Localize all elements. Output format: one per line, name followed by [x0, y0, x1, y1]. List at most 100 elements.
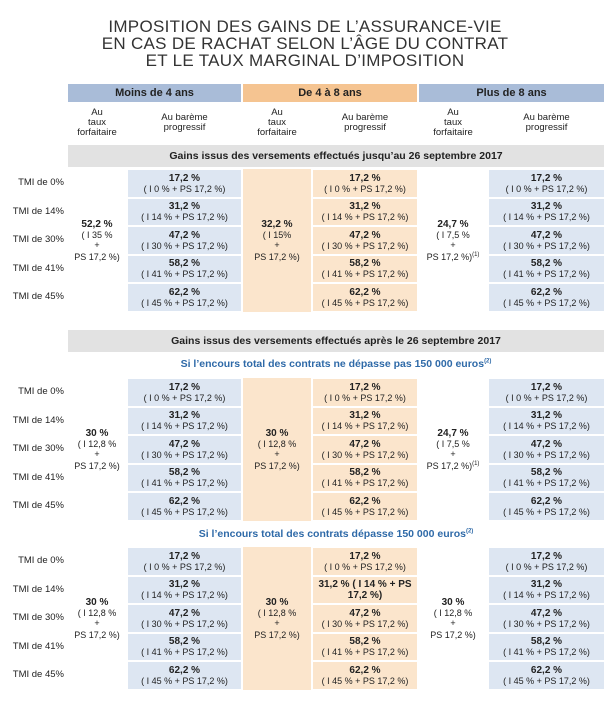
progressif-rate: 17,2 % — [530, 381, 563, 393]
forfait-detail: ( I 12,8 % — [77, 607, 117, 618]
progressif-detail: ( I 45 % + PS 17,2 %) — [503, 506, 590, 517]
progressif-rate: 31,2 % — [530, 579, 563, 591]
progressif-detail: ( I 30 % + PS 17,2 %) — [321, 618, 409, 629]
footnote-mark: (1) — [472, 460, 480, 467]
progressif-cell: 31,2 %( I 14 % + PS 17,2 %) — [313, 198, 417, 225]
progressif-detail: ( I 14 % + PS 17,2 %) — [503, 212, 590, 223]
progressif-rate: 58,2 % — [168, 258, 201, 270]
tmi-label: TMI de 14% — [12, 414, 64, 426]
progressif-cell: 62,2 %( I 45 % + PS 17,2 %) — [489, 493, 604, 520]
progressif-detail: ( I 0 % + PS 17,2 %) — [505, 561, 588, 572]
progressif-cell: 58,2 %( I 41 % + PS 17,2 %) — [313, 255, 417, 282]
progressif-rate: 62,2 % — [530, 664, 563, 676]
progressif-detail: ( I 45 % + PS 17,2 %) — [141, 675, 228, 686]
section-heading-after-2017: Gains issus des versements effectués apr… — [68, 330, 604, 352]
progressif-rate: 47,2 % — [349, 438, 381, 450]
progressif-rate: 17,2 % — [168, 172, 201, 184]
progressif-cell: 62,2 %( I 45 % + PS 17,2 %) — [313, 284, 417, 311]
col-header-forf-line: Au — [271, 107, 283, 118]
progressif-detail: ( I 30 % + PS 17,2 %) — [503, 449, 590, 460]
progressif-cell: 17,2 %( I 0 % + PS 17,2 %) — [489, 170, 604, 197]
tmi-label: TMI de 0% — [18, 555, 64, 566]
forfait-cell: 30 %( I 12,8 % + PS 17,2 %) — [243, 378, 311, 521]
progressif-detail: ( I 41 % + PS 17,2 %) — [503, 269, 590, 280]
forfait-detail: PS 17,2 %) — [426, 251, 473, 262]
progressif-detail: ( I 0 % + PS 17,2 %) — [324, 561, 406, 572]
forfait-detail: ( I 35 % — [81, 229, 113, 240]
progressif-cell: 31,2 % ( I 14 % + PS 17,2 %) — [313, 576, 417, 603]
forfait-detail: ( I 12,8 % — [257, 438, 297, 449]
progressif-rate: 17,2 % — [168, 381, 201, 393]
forfait-detail: + — [274, 448, 280, 459]
forfait-detail: ( I 15% — [262, 229, 292, 240]
progressif-detail: ( I 30 % + PS 17,2 %) — [503, 618, 590, 629]
progressif-detail: ( I 30 % + PS 17,2 %) — [141, 240, 228, 251]
progressif-rate: 17,2 % — [530, 550, 563, 562]
progressif-cell: 17,2 %( I 0 % + PS 17,2 %) — [489, 379, 604, 406]
progressif-detail: ( I 41 % + PS 17,2 %) — [321, 647, 409, 658]
forfait-cell: 30 %( I 12,8 % + PS 17,2 %) — [243, 547, 311, 690]
progressif-rate: 58,2 % — [530, 258, 563, 270]
forfait-cell: 30 %( I 12,8 % + PS 17,2 %) — [68, 547, 126, 690]
forfait-rate: 30 % — [441, 596, 465, 608]
progressif-rate: 17,2 % — [349, 381, 381, 393]
col-header-forf-line: forfaitaire — [257, 127, 297, 138]
progressif-detail: ( I 30 % + PS 17,2 %) — [321, 240, 409, 251]
forfait-detail: ( I 7,5 % — [436, 229, 470, 240]
progressif-detail: ( I 0 % + PS 17,2 %) — [143, 183, 226, 194]
col-header-prog-line: progressif — [525, 122, 568, 133]
progressif-detail: ( I 14 % + PS 17,2 %) — [141, 590, 228, 601]
progressif-rate: 58,2 % — [168, 636, 201, 648]
progressif-cell: 31,2 %( I 14 % + PS 17,2 %) — [128, 576, 241, 603]
forfait-detail: + — [94, 239, 100, 250]
progressif-rate: 62,2 % — [349, 495, 381, 507]
forfait-detail: PS 17,2 %) — [254, 629, 300, 640]
progressif-cell: 62,2 %( I 45 % + PS 17,2 %) — [489, 284, 604, 311]
progressif-cell: 62,2 %( I 45 % + PS 17,2 %) — [313, 662, 417, 689]
forfait-rate: 30 % — [85, 427, 109, 439]
progressif-rate: 58,2 % — [530, 636, 563, 648]
progressif-cell: 62,2 %( I 45 % + PS 17,2 %) — [128, 493, 241, 520]
col-header-prog-line: Au barème — [341, 112, 389, 123]
col-header-progressif: Au barème progressif — [128, 104, 241, 142]
tmi-label: TMI de 41% — [12, 471, 64, 483]
forfait-detail-line: PS 17,2 %) — [430, 628, 476, 640]
progressif-cell: 58,2 %( I 41 % + PS 17,2 %) — [128, 255, 241, 282]
forfait-rate: 32,2 % — [261, 218, 293, 230]
progressif-cell: 31,2 %( I 14 % + PS 17,2 %) — [128, 407, 241, 434]
progressif-cell: 47,2 %( I 30 % + PS 17,2 %) — [128, 436, 241, 463]
progressif-detail: ( I 41 % + PS 17,2 %) — [321, 478, 409, 489]
progressif-cell: 17,2 %( I 0 % + PS 17,2 %) — [313, 548, 417, 575]
progressif-cell: 17,2 %( I 0 % + PS 17,2 %) — [128, 379, 241, 406]
progressif-rate: 31,2 % — [168, 201, 201, 213]
forfait-detail-line: PS 17,2 %) — [254, 628, 300, 640]
progressif-detail: ( I 45 % + PS 17,2 %) — [141, 297, 228, 308]
footnote-mark: (1) — [472, 251, 480, 258]
progressif-rate: 31,2 % — [168, 410, 201, 422]
tmi-label: TMI de 30% — [12, 234, 64, 245]
col-header-forfaitaire: Au taux forfaitaire — [68, 104, 126, 142]
forfait-cell: 32,2 %( I 15% + PS 17,2 %) — [243, 169, 311, 312]
progressif-detail: ( I 45 % + PS 17,2 %) — [503, 297, 590, 308]
progressif-cell: 58,2 %( I 41 % + PS 17,2 %) — [489, 633, 604, 660]
progressif-detail: ( I 45 % + PS 17,2 %) — [321, 506, 409, 517]
progressif-cell: 62,2 %( I 45 % + PS 17,2 %) — [313, 493, 417, 520]
col-header-progressif: Au barème progressif — [313, 104, 417, 142]
progressif-rate: 17,2 % — [530, 172, 563, 184]
progressif-rate: 58,2 % — [168, 467, 201, 479]
forfait-rate: 24,7 % — [437, 218, 469, 230]
col-header-forf-line: taux — [444, 117, 462, 128]
forfait-detail: PS 17,2 %) — [74, 629, 120, 640]
progressif-rate: 58,2 % — [349, 467, 381, 479]
progressif-detail: ( I 41 % + PS 17,2 %) — [503, 478, 590, 489]
progressif-detail: ( I 45 % + PS 17,2 %) — [503, 675, 590, 686]
progressif-detail: ( I 0 % + PS 17,2 %) — [143, 392, 226, 403]
progressif-cell: 58,2 %( I 41 % + PS 17,2 %) — [489, 255, 604, 282]
progressif-detail: ( I 45 % + PS 17,2 %) — [321, 297, 409, 308]
forfait-detail: PS 17,2 %) — [426, 460, 473, 471]
progressif-rate: 62,2 % — [530, 495, 563, 507]
progressif-rate: 47,2 % — [530, 229, 563, 241]
progressif-detail: ( I 30 % + PS 17,2 %) — [503, 240, 590, 251]
tmi-label: TMI de 30% — [12, 443, 64, 454]
forfait-cell: 24,7 %( I 7,5 % + PS 17,2 %)(1) — [419, 169, 487, 312]
